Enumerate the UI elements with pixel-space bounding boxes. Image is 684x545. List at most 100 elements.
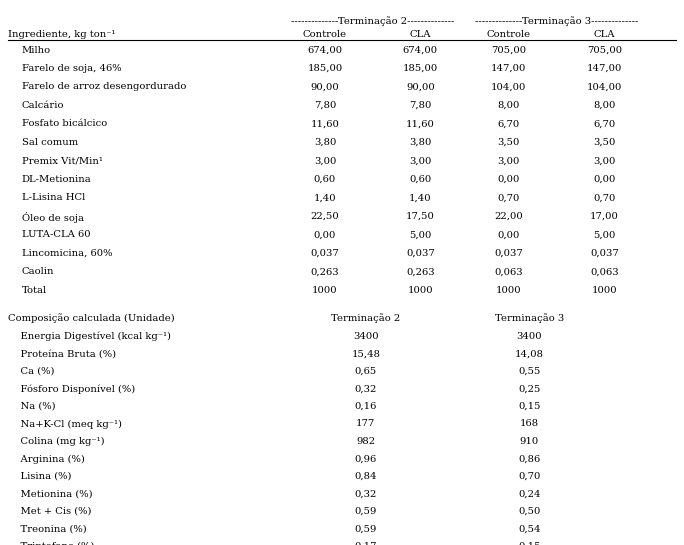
Text: 0,037: 0,037 [495,249,523,258]
Text: Colina (mg kg⁻¹): Colina (mg kg⁻¹) [8,437,105,446]
Text: 0,24: 0,24 [518,489,540,499]
Text: Treonina (%): Treonina (%) [8,524,87,534]
Text: 22,00: 22,00 [495,212,523,221]
Text: Farelo de arroz desengordurado: Farelo de arroz desengordurado [22,82,186,92]
Text: 7,80: 7,80 [314,101,336,110]
Text: Milho: Milho [22,46,51,54]
Text: 0,037: 0,037 [590,249,618,258]
Text: 90,00: 90,00 [311,82,339,92]
Text: 0,15: 0,15 [518,542,540,545]
Text: Triptofano (%): Triptofano (%) [8,542,94,545]
Text: Fosfato bicálcico: Fosfato bicálcico [22,119,107,129]
Text: Lisina (%): Lisina (%) [8,472,72,481]
Text: 185,00: 185,00 [307,64,343,73]
Text: 0,16: 0,16 [355,402,377,411]
Text: 3400: 3400 [516,332,542,341]
Text: 0,25: 0,25 [518,384,540,393]
Text: 3,50: 3,50 [593,138,616,147]
Text: LUTA-CLA 60: LUTA-CLA 60 [22,231,90,239]
Text: 168: 168 [520,420,539,428]
Text: Composição calculada (Unidade): Composição calculada (Unidade) [8,313,175,323]
Text: 1000: 1000 [592,286,617,295]
Text: Terminação 2: Terminação 2 [331,313,400,323]
Text: Met + Cis (%): Met + Cis (%) [8,507,92,516]
Text: Premix Vit/Min¹: Premix Vit/Min¹ [22,156,103,165]
Text: 0,00: 0,00 [498,231,520,239]
Text: 6,70: 6,70 [498,119,520,129]
Text: Caolin: Caolin [22,267,54,276]
Text: 0,65: 0,65 [355,367,377,376]
Text: --------------Terminação 2--------------: --------------Terminação 2-------------- [291,16,454,26]
Text: DL-Metionina: DL-Metionina [22,175,92,184]
Text: 3,80: 3,80 [314,138,336,147]
Text: 17,50: 17,50 [406,212,435,221]
Text: 0,60: 0,60 [314,175,336,184]
Text: Lincomicina, 60%: Lincomicina, 60% [22,249,112,258]
Text: Óleo de soja: Óleo de soja [22,212,84,223]
Text: 6,70: 6,70 [593,119,616,129]
Text: 0,263: 0,263 [311,267,339,276]
Text: 910: 910 [520,437,539,446]
Text: Sal comum: Sal comum [22,138,78,147]
Text: 0,063: 0,063 [590,267,618,276]
Text: 0,60: 0,60 [409,175,432,184]
Text: 3,00: 3,00 [409,156,432,165]
Text: 3,00: 3,00 [593,156,616,165]
Text: 17,00: 17,00 [590,212,619,221]
Text: --------------Terminação 3--------------: --------------Terminação 3-------------- [475,16,638,26]
Text: Energia Digestível (kcal kg⁻¹): Energia Digestível (kcal kg⁻¹) [8,332,171,341]
Text: 1000: 1000 [312,286,338,295]
Text: L-Lisina HCl: L-Lisina HCl [22,193,85,202]
Text: 3,50: 3,50 [498,138,520,147]
Text: Na (%): Na (%) [8,402,56,411]
Text: Calcário: Calcário [22,101,64,110]
Text: Ca (%): Ca (%) [8,367,55,376]
Text: 674,00: 674,00 [403,46,438,54]
Text: 0,50: 0,50 [518,507,540,516]
Text: 705,00: 705,00 [587,46,622,54]
Text: 0,32: 0,32 [355,489,377,499]
Text: 1,40: 1,40 [409,193,432,202]
Text: Ingrediente, kg ton⁻¹: Ingrediente, kg ton⁻¹ [8,30,116,39]
Text: 11,60: 11,60 [311,119,339,129]
Text: Metionina (%): Metionina (%) [8,489,93,499]
Text: 177: 177 [356,420,376,428]
Text: 3,80: 3,80 [409,138,432,147]
Text: 0,59: 0,59 [355,507,377,516]
Text: Terminação 3: Terminação 3 [495,313,564,323]
Text: 8,00: 8,00 [498,101,520,110]
Text: 0,59: 0,59 [355,524,377,534]
Text: Controle: Controle [487,30,531,39]
Text: 3400: 3400 [353,332,379,341]
Text: 0,32: 0,32 [355,384,377,393]
Text: 7,80: 7,80 [409,101,432,110]
Text: 0,00: 0,00 [498,175,520,184]
Text: 3,00: 3,00 [498,156,520,165]
Text: 185,00: 185,00 [403,64,438,73]
Text: 0,84: 0,84 [354,472,377,481]
Text: CLA: CLA [594,30,615,39]
Text: 982: 982 [356,437,376,446]
Text: 22,50: 22,50 [311,212,339,221]
Text: Na+K-Cl (meq kg⁻¹): Na+K-Cl (meq kg⁻¹) [8,420,122,428]
Text: 0,96: 0,96 [355,455,377,463]
Text: Controle: Controle [303,30,347,39]
Text: 0,70: 0,70 [518,472,540,481]
Text: 11,60: 11,60 [406,119,435,129]
Text: 104,00: 104,00 [491,82,527,92]
Text: 0,17: 0,17 [354,542,377,545]
Text: Proteína Bruta (%): Proteína Bruta (%) [8,349,116,359]
Text: 0,55: 0,55 [518,367,540,376]
Text: 0,54: 0,54 [518,524,540,534]
Text: 0,15: 0,15 [518,402,540,411]
Text: 674,00: 674,00 [307,46,343,54]
Text: 15,48: 15,48 [352,349,380,359]
Text: Fósforo Disponível (%): Fósforo Disponível (%) [8,384,135,394]
Text: 0,00: 0,00 [314,231,336,239]
Text: 0,037: 0,037 [406,249,435,258]
Text: 0,063: 0,063 [495,267,523,276]
Text: 0,70: 0,70 [498,193,520,202]
Text: 0,263: 0,263 [406,267,434,276]
Text: 0,86: 0,86 [518,455,540,463]
Text: 5,00: 5,00 [409,231,432,239]
